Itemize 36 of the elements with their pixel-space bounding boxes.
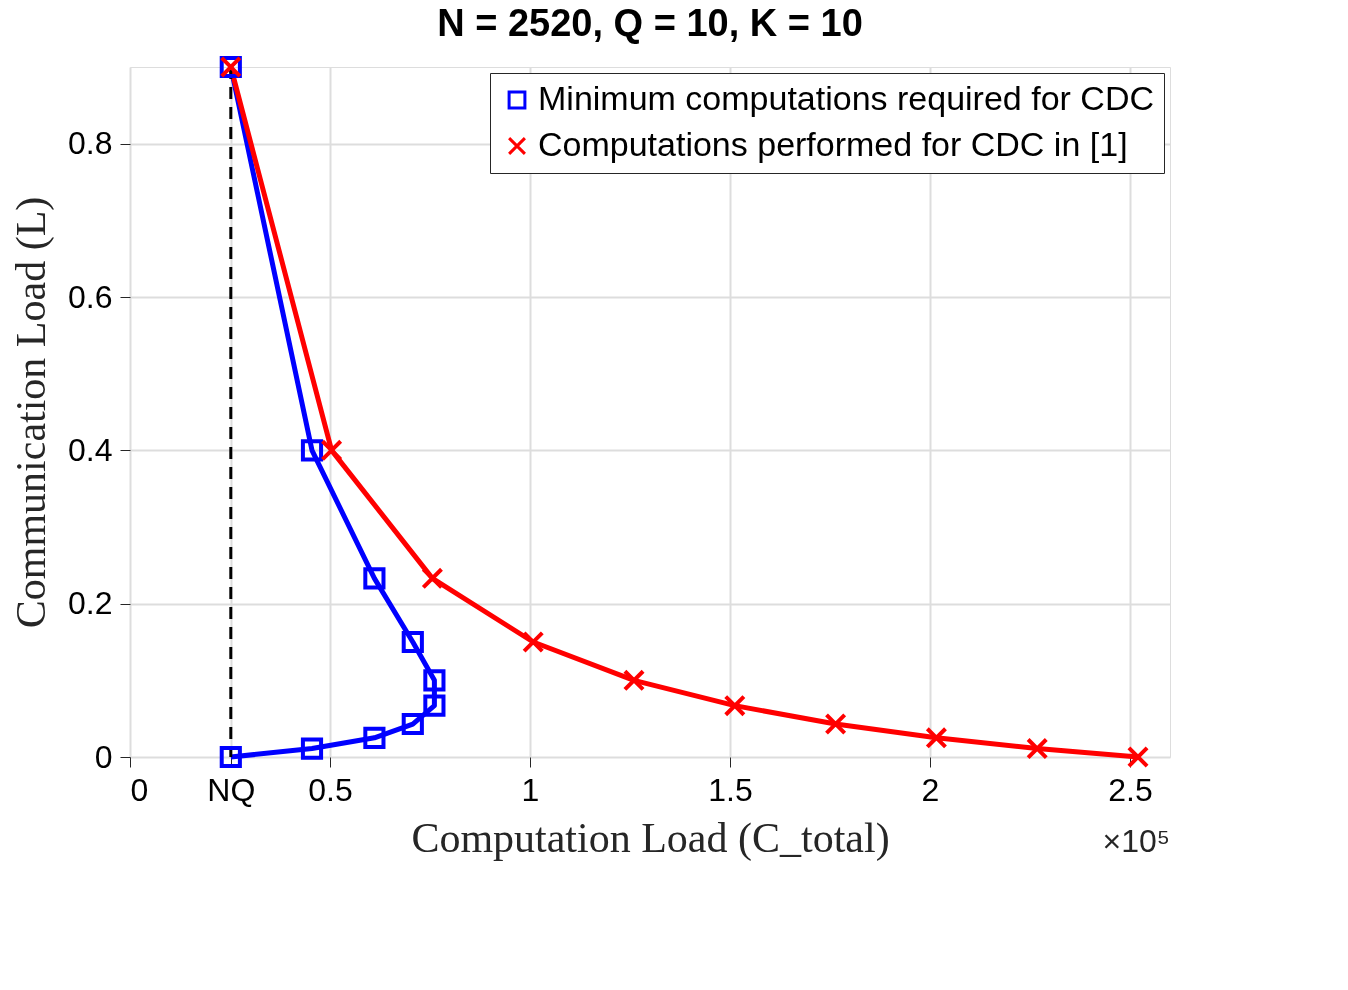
point <box>363 726 386 749</box>
point <box>363 567 386 590</box>
point <box>723 694 746 717</box>
chart-title: N = 2520, Q = 10, K = 10 <box>437 1 863 44</box>
point <box>401 712 424 736</box>
x-tick-label: 1 <box>521 771 540 808</box>
y-tick-label: 0.6 <box>68 278 113 315</box>
x-tick-label: 2 <box>921 771 940 808</box>
point <box>1026 737 1049 760</box>
y-tick-label: 0.8 <box>68 125 113 162</box>
point <box>421 567 444 590</box>
x-tick-label: 2.5 <box>1108 771 1153 808</box>
x-tick-label: 0.5 <box>308 771 353 808</box>
y-tick-label: 0.2 <box>68 585 113 622</box>
point <box>522 630 545 654</box>
point <box>423 669 446 692</box>
point <box>300 737 324 760</box>
point <box>925 726 948 749</box>
point <box>1126 745 1150 769</box>
point <box>300 439 324 462</box>
point <box>401 630 424 654</box>
x-tick-label: 1.5 <box>708 771 753 808</box>
point <box>824 712 847 736</box>
y-tick-label: 0.4 <box>68 431 113 468</box>
x-tick-label: 0 <box>130 771 149 808</box>
point <box>219 745 242 769</box>
point <box>320 439 343 462</box>
y-tick-label: 0 <box>94 738 113 775</box>
y-axis-title: Communication Load (L) <box>8 196 56 629</box>
legend-label: Computations performed for CDC in [1] <box>538 125 1128 163</box>
x-tick-label: NQ <box>207 771 256 808</box>
point <box>622 669 646 692</box>
legend-label: Minimum computations required for CDC <box>538 79 1154 117</box>
point <box>423 694 446 717</box>
text: ×10⁵ <box>1102 823 1170 859</box>
x-axis-title: Computation Load (C_total) <box>411 814 890 862</box>
